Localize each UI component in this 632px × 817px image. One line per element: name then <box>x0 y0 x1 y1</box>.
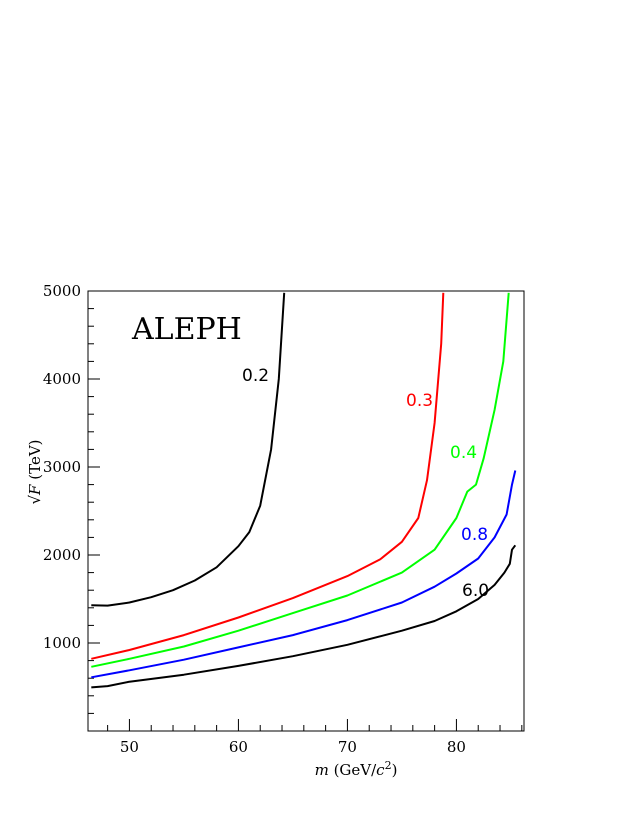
plot-frame <box>87 290 525 732</box>
curve-label-0-3: 0.3 <box>406 391 433 411</box>
x-tick-label: 80 <box>447 738 466 756</box>
x-tick-label: 50 <box>120 738 139 756</box>
x-axis-title: m (GeV/c2) <box>315 759 398 780</box>
curve-label-0-4: 0.4 <box>450 443 477 463</box>
curve-label-0-2: 0.2 <box>242 366 269 386</box>
y-tick-label: 2000 <box>43 546 81 564</box>
y-tick-label: 3000 <box>43 458 81 476</box>
y-tick-label: 4000 <box>43 370 81 388</box>
curves <box>91 292 517 689</box>
curve-label-0-8: 0.8 <box>461 525 488 545</box>
y-tick-label: 1000 <box>43 634 81 652</box>
axis-ticks <box>88 290 523 731</box>
y-axis-title: √F (TeV) <box>26 439 44 504</box>
x-tick-label: 60 <box>229 738 248 756</box>
curve-0-2 <box>91 292 286 607</box>
curve-labels: 0.2 0.3 0.4 0.8 6.0 <box>242 366 489 601</box>
curve-0-8 <box>91 470 517 679</box>
curve-label-6-0: 6.0 <box>462 581 489 601</box>
curve-0-3 <box>91 292 445 660</box>
x-tick-label: 70 <box>338 738 357 756</box>
y-tick-label: 5000 <box>43 282 81 300</box>
tick-labels: 50 60 70 80 1000 2000 3000 4000 5000 <box>43 282 466 756</box>
experiment-annotation: ALEPH <box>131 312 242 347</box>
curve-6-0 <box>91 544 517 689</box>
curve-0-4 <box>91 292 510 668</box>
